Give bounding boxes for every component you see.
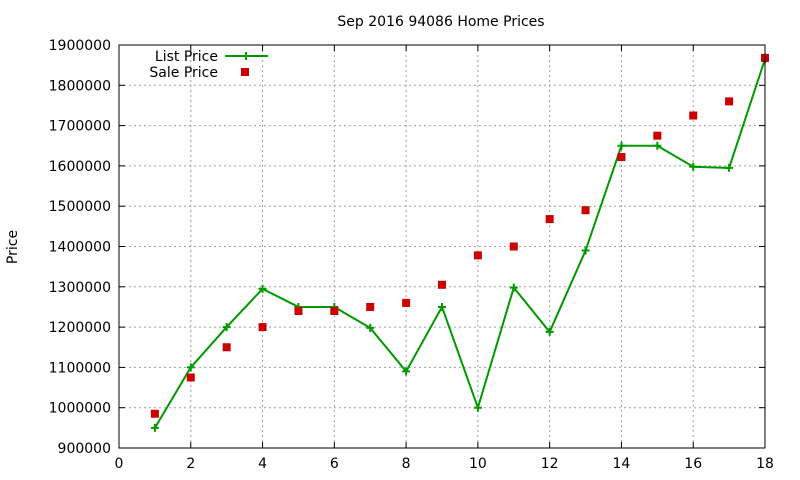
list-price-line <box>154 58 766 429</box>
y-tick-label: 1300000 <box>49 280 111 296</box>
legend-label-list-price: List Price <box>155 49 218 65</box>
list-price-point <box>473 403 482 412</box>
chart-title: Sep 2016 94086 Home Prices <box>337 14 544 30</box>
sale-price-point <box>222 343 231 352</box>
sale-price-point <box>653 131 662 140</box>
y-tick-label: 1700000 <box>49 119 111 135</box>
x-tick-label: 0 <box>115 456 124 472</box>
sale-price-point <box>402 298 411 307</box>
sale-price-point <box>581 206 590 215</box>
legend: List Price Sale Price <box>149 49 268 81</box>
y-tick-labels: 900000 1000000 1100000 1200000 1300000 140000… <box>49 38 111 457</box>
y-tick-label: 1400000 <box>49 240 111 256</box>
x-tick-label: 10 <box>469 456 487 472</box>
list-price-point <box>725 163 734 172</box>
list-price-point <box>222 323 231 332</box>
list-price-point <box>689 162 698 171</box>
sale-price-point <box>438 280 446 289</box>
legend-label-sale-price: Sale Price <box>149 65 218 81</box>
grid <box>119 45 765 448</box>
y-tick-label: 1600000 <box>49 159 111 175</box>
sale-price-point <box>725 97 734 106</box>
x-tick-label: 12 <box>541 456 559 472</box>
sale-price-point <box>366 302 375 311</box>
x-tick-label: 16 <box>684 456 702 472</box>
plot-frame <box>118 44 766 449</box>
sale-price-point <box>617 153 626 162</box>
x-tick-label: 8 <box>402 456 411 472</box>
list-price-point <box>366 323 375 332</box>
list-price-point <box>186 363 195 372</box>
y-tick-label: 1100000 <box>49 360 111 376</box>
x-tick-label: 4 <box>258 456 267 472</box>
list-price-point <box>509 283 518 292</box>
sale-price-point <box>689 111 698 120</box>
list-price-point <box>402 367 411 376</box>
y-tick-label: 1800000 <box>49 78 111 94</box>
list-price-point <box>653 141 662 150</box>
sale-price-point <box>150 409 159 418</box>
y-tick-label: 1900000 <box>49 38 111 54</box>
x-tick-labels: 0 2 4 6 8 10 12 14 16 18 <box>115 456 774 472</box>
list-price-point <box>581 246 590 255</box>
legend-marker-sale-price <box>241 68 249 76</box>
x-tick-label: 2 <box>186 456 195 472</box>
y-tick-label: 1000000 <box>49 401 111 417</box>
sale-price-point <box>473 251 482 260</box>
sale-price-point <box>509 242 518 251</box>
list-price-point <box>258 284 267 293</box>
y-axis-label: Price <box>5 230 21 264</box>
sale-price-point <box>186 373 195 382</box>
x-tick-label: 18 <box>756 456 774 472</box>
list-price-point <box>545 327 554 336</box>
plot-area <box>150 53 769 432</box>
sale-price-point <box>294 306 303 315</box>
sale-price-point <box>545 215 554 224</box>
sale-price-point <box>258 323 267 332</box>
list-price-point <box>438 302 446 311</box>
x-tick-label: 6 <box>330 456 339 472</box>
y-tick-label: 1500000 <box>49 199 111 215</box>
list-price-point <box>150 423 159 432</box>
y-tick-label: 900000 <box>58 441 111 457</box>
sale-price-point <box>330 306 339 315</box>
y-tick-label: 1200000 <box>49 320 111 336</box>
x-tick-label: 14 <box>613 456 631 472</box>
legend-marker-list-price <box>242 52 250 60</box>
list-price-point <box>617 141 626 150</box>
